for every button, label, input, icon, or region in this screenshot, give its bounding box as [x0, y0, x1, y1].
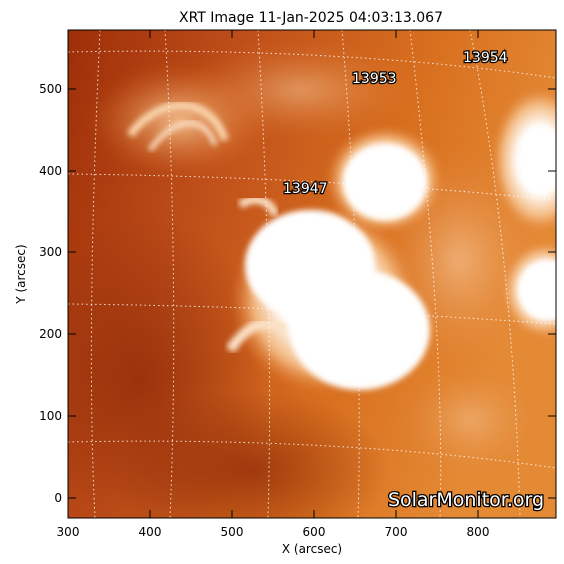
y-axis	[68, 88, 556, 499]
region-label-13953: 13953	[352, 71, 397, 87]
x-axis-title: X (arcsec)	[282, 542, 342, 556]
region-label-13954: 13954	[463, 50, 508, 66]
x-tick-label: 500	[221, 525, 244, 539]
x-axis	[67, 30, 479, 518]
x-tick-label: 400	[139, 525, 162, 539]
y-tick-label: 300	[39, 245, 62, 259]
x-tick-label: 800	[467, 525, 490, 539]
figure-title: XRT Image 11-Jan-2025 04:03:13.067	[179, 10, 443, 26]
region-labels: 13947 13953 13954	[282, 49, 509, 198]
region-label-13947: 13947	[283, 181, 328, 197]
x-tick-label: 600	[303, 525, 326, 539]
y-tick-label: 100	[39, 409, 62, 423]
plot-frame	[67, 29, 557, 519]
y-tick-label: 500	[39, 82, 62, 96]
xrt-image	[68, 30, 556, 518]
coordinate-grid	[68, 30, 556, 518]
x-tick-label: 300	[57, 525, 80, 539]
x-tick-label: 700	[385, 525, 408, 539]
y-tick-label: 200	[39, 327, 62, 341]
y-axis-title: Y (arcsec)	[14, 244, 28, 304]
y-tick-label: 400	[39, 164, 62, 178]
solarmonitor-watermark: SolarMonitor.org	[388, 489, 544, 511]
y-tick-label: 0	[54, 491, 62, 505]
